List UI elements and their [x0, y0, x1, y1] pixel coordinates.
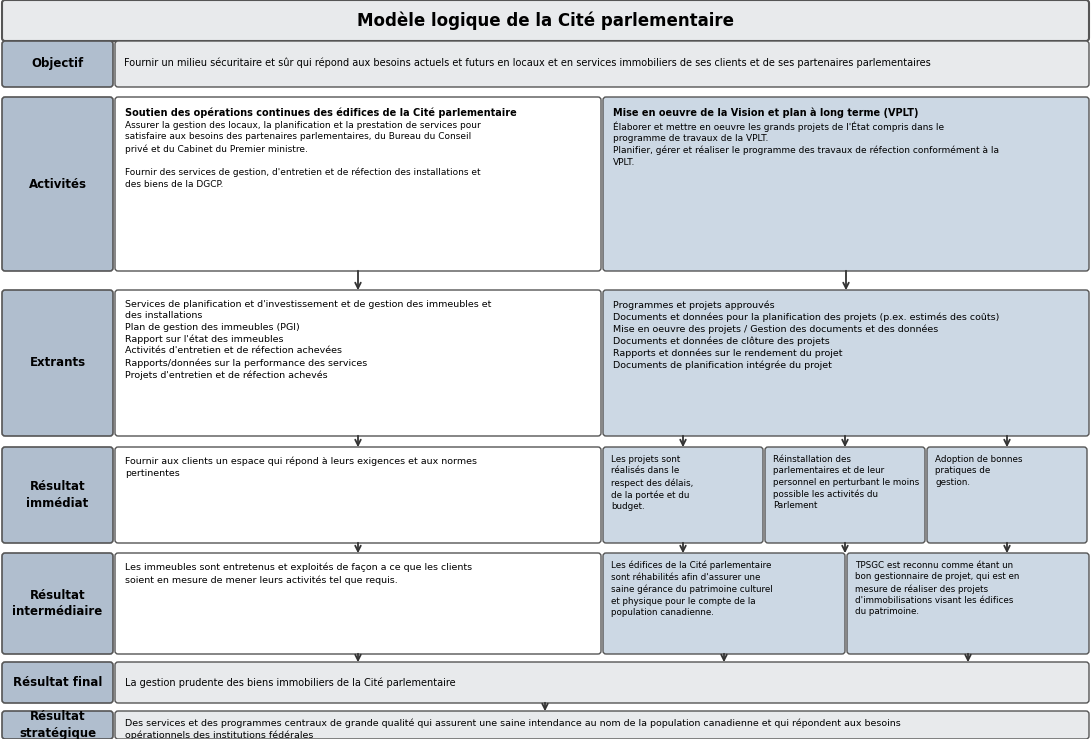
Text: Mise en oeuvre de la Vision et plan à long terme (VPLT): Mise en oeuvre de la Vision et plan à lo… [613, 107, 919, 118]
Text: Résultat
immédiat: Résultat immédiat [26, 480, 88, 510]
FancyBboxPatch shape [115, 290, 601, 436]
Text: Fournir un milieu sécuritaire et sûr qui répond aux besoins actuels et futurs en: Fournir un milieu sécuritaire et sûr qui… [124, 57, 931, 67]
Text: Résultat final: Résultat final [13, 676, 103, 689]
Text: Modèle logique de la Cité parlementaire: Modèle logique de la Cité parlementaire [357, 11, 734, 30]
FancyBboxPatch shape [2, 553, 113, 654]
FancyBboxPatch shape [115, 662, 1089, 703]
FancyBboxPatch shape [603, 447, 763, 543]
FancyBboxPatch shape [2, 447, 113, 543]
FancyBboxPatch shape [2, 97, 113, 271]
FancyBboxPatch shape [115, 97, 601, 271]
FancyBboxPatch shape [603, 97, 1089, 271]
FancyBboxPatch shape [115, 553, 601, 654]
FancyBboxPatch shape [2, 290, 113, 436]
Text: Élaborer et mettre en oeuvre les grands projets de l'État compris dans le
progra: Élaborer et mettre en oeuvre les grands … [613, 121, 999, 166]
Text: Soutien des opérations continues des édifices de la Cité parlementaire: Soutien des opérations continues des édi… [125, 107, 517, 118]
FancyBboxPatch shape [2, 0, 1089, 41]
Text: La gestion prudente des biens immobiliers de la Cité parlementaire: La gestion prudente des biens immobilier… [125, 677, 456, 687]
FancyBboxPatch shape [2, 662, 113, 703]
FancyBboxPatch shape [115, 711, 1089, 739]
Text: Assurer la gestion des locaux, la planification et la prestation de services pou: Assurer la gestion des locaux, la planif… [125, 121, 481, 188]
Text: TPSGC est reconnu comme étant un
bon gestionnaire de projet, qui est en
mesure d: TPSGC est reconnu comme étant un bon ges… [855, 561, 1019, 616]
FancyBboxPatch shape [2, 711, 113, 739]
Text: Des services et des programmes centraux de grande qualité qui assurent une saine: Des services et des programmes centraux … [125, 718, 901, 739]
FancyBboxPatch shape [603, 553, 846, 654]
FancyBboxPatch shape [847, 553, 1089, 654]
Text: Extrants: Extrants [29, 356, 85, 370]
Text: Résultat
stratégique: Résultat stratégique [19, 710, 96, 739]
FancyBboxPatch shape [2, 41, 113, 87]
FancyBboxPatch shape [603, 290, 1089, 436]
Text: Services de planification et d'investissement et de gestion des immeubles et
des: Services de planification et d'investiss… [125, 300, 491, 380]
Text: Adoption de bonnes
pratiques de
gestion.: Adoption de bonnes pratiques de gestion. [935, 455, 1022, 487]
FancyBboxPatch shape [115, 41, 1089, 87]
Text: Fournir aux clients un espace qui répond à leurs exigences et aux normes
pertine: Fournir aux clients un espace qui répond… [125, 457, 477, 478]
FancyBboxPatch shape [765, 447, 925, 543]
Text: Objectif: Objectif [32, 58, 84, 70]
Text: Activités: Activités [28, 177, 86, 191]
Text: Les immeubles sont entretenus et exploités de façon a ce que les clients
soient : Les immeubles sont entretenus et exploit… [125, 563, 472, 585]
Text: Les projets sont
réalisés dans le
respect des délais,
de la portée et du
budget.: Les projets sont réalisés dans le respec… [611, 455, 693, 511]
Text: Programmes et projets approuvés
Documents et données pour la planification des p: Programmes et projets approuvés Document… [613, 300, 999, 370]
FancyBboxPatch shape [115, 447, 601, 543]
Text: Résultat
intermédiaire: Résultat intermédiaire [12, 589, 103, 619]
FancyBboxPatch shape [927, 447, 1087, 543]
Text: Réinstallation des
parlementaires et de leur
personnel en perturbant le moins
po: Réinstallation des parlementaires et de … [774, 455, 920, 511]
Text: Les édifices de la Cité parlementaire
sont réhabilités afin d'assurer une
saine : Les édifices de la Cité parlementaire so… [611, 561, 772, 617]
